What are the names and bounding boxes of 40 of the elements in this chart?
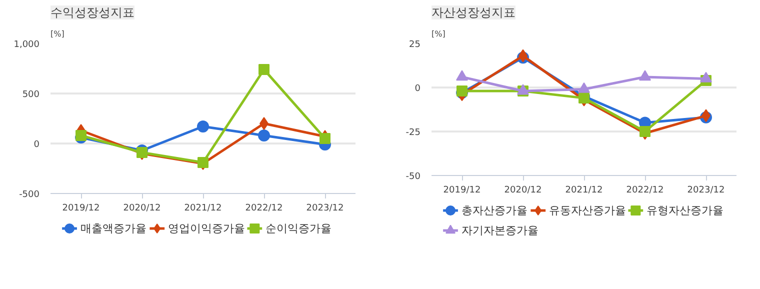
x-tick-label: 2019/12	[443, 186, 481, 196]
legend-label: 유동자산증가율	[548, 204, 626, 217]
x-tick-label: 2021/12	[184, 204, 222, 214]
y-tick-label: 0	[34, 140, 40, 150]
point	[578, 92, 590, 104]
x-tick-label: 2023/12	[306, 204, 344, 214]
y-tick-label: 25	[409, 40, 420, 50]
y-tick-label: 0	[414, 84, 421, 94]
point	[700, 72, 712, 82]
y-axis-title: [%]	[50, 30, 64, 38]
point	[578, 82, 590, 93]
legend-label: 유형자산증가율	[646, 204, 724, 217]
y-tick-label: -50	[406, 172, 421, 182]
point	[258, 130, 270, 142]
point	[640, 126, 650, 137]
legend-label: 영업이익증가율	[168, 222, 245, 235]
point	[639, 70, 651, 81]
legend-label: 자기자본증가율	[461, 224, 538, 237]
legend-label: 순이익증가율	[265, 222, 332, 235]
y-tick-label: -25	[406, 128, 421, 138]
y-axis-title: [%]	[432, 30, 446, 38]
x-tick-label: 2020/12	[123, 204, 161, 214]
y-tick-label: -500	[19, 190, 40, 200]
y-tick-label: 500	[22, 90, 40, 100]
chart-title: 자산성장성지표	[432, 6, 516, 20]
legend-label: 총자산증가율	[461, 204, 528, 217]
legend-label: 매출액증가율	[80, 222, 146, 235]
x-tick-label: 2022/12	[245, 204, 283, 214]
point	[320, 133, 330, 144]
point	[456, 70, 468, 81]
point	[197, 120, 209, 132]
x-tick-label: 2019/12	[62, 204, 100, 214]
point	[258, 64, 270, 75]
chart-title: 수익성장성지표	[50, 6, 134, 20]
point	[76, 130, 86, 141]
x-tick-label: 2021/12	[565, 186, 603, 196]
x-tick-label: 2022/12	[626, 186, 664, 196]
y-tick-label: 1,000	[14, 40, 40, 50]
x-tick-label: 2023/12	[687, 186, 725, 196]
x-tick-label: 2020/12	[504, 186, 542, 196]
